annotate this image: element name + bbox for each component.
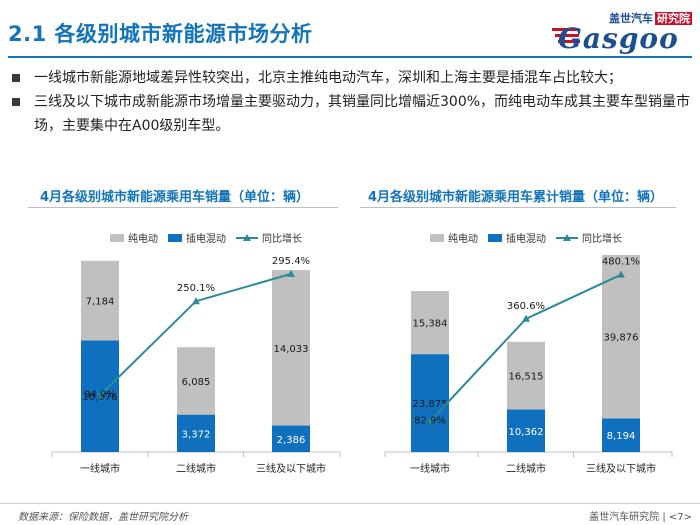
data-label-bev: 6,085 bbox=[182, 377, 211, 388]
legend-item-bev: 纯电动 bbox=[430, 230, 478, 245]
bullet-item: 一线城市新能源地域差异性较突出，北京主推纯电动汽车，深圳和上海主要是插混车占比较… bbox=[12, 66, 692, 90]
data-label-phev: 2,386 bbox=[277, 435, 306, 446]
data-label-bev: 16,515 bbox=[509, 372, 544, 383]
bar-phev bbox=[272, 425, 310, 452]
data-label-phev: 8,194 bbox=[607, 431, 636, 442]
legend-swatch-phev bbox=[168, 233, 182, 242]
growth-marker bbox=[287, 269, 295, 277]
legend-swatch-phev bbox=[488, 233, 502, 242]
bar-phev bbox=[602, 418, 640, 452]
bar-phev bbox=[507, 409, 545, 452]
legend-item-bev: 纯电动 bbox=[110, 230, 158, 245]
page-title: 2.1 各级别城市新能源市场分析 bbox=[8, 22, 313, 46]
data-source-note: 数据来源：保险数据，盖世研究院分析 bbox=[18, 512, 188, 523]
bullet-square-icon bbox=[12, 98, 20, 106]
data-label-phev: 23,875 bbox=[413, 399, 448, 410]
growth-label: 360.6% bbox=[507, 301, 545, 312]
growth-label: 480.1% bbox=[602, 257, 640, 268]
charts-canvas: 10,0767,184一线城市3,3726,085二线城市2,38614,033… bbox=[51, 254, 673, 475]
legend-line-marker-icon bbox=[556, 233, 578, 241]
data-label-bev: 39,876 bbox=[604, 333, 639, 344]
growth-marker bbox=[426, 417, 434, 425]
chart-1-legend: 纯电动 插电混动 同比增长 bbox=[110, 230, 302, 245]
bullet-text: 一线城市新能源地域差异性较突出，北京主推纯电动汽车，深圳和上海主要是插混车占比较… bbox=[34, 70, 622, 86]
growth-label: 250.1% bbox=[177, 283, 215, 294]
growth-label: 295.4% bbox=[272, 256, 310, 267]
legend-item-phev: 插电混动 bbox=[168, 230, 226, 245]
footer-divider bbox=[0, 503, 700, 504]
chart-1-title: 4月各级别城市新能源乘用车销量（单位：辆） bbox=[40, 190, 310, 205]
growth-marker bbox=[96, 391, 104, 399]
chart-2-title-rule bbox=[360, 207, 676, 208]
legend-label: 插电混动 bbox=[506, 234, 546, 245]
growth-marker bbox=[522, 314, 530, 322]
bullet-text: 三线及以下城市成新能源市场增量主要驱动力，其销量同比增幅近300%，而纯电动车成… bbox=[34, 94, 691, 134]
logo-stripes-icon bbox=[552, 28, 580, 43]
legend-item-phev: 插电混动 bbox=[488, 230, 546, 245]
legend-line-marker-icon bbox=[236, 233, 258, 241]
data-label-bev: 15,384 bbox=[413, 319, 448, 330]
logo-caption: 盖世汽车 研究院 bbox=[609, 10, 692, 26]
title-divider bbox=[8, 56, 692, 58]
data-label-phev: 3,372 bbox=[182, 429, 211, 440]
bar-bev bbox=[602, 254, 640, 419]
data-label-bev: 7,184 bbox=[86, 297, 115, 308]
legend-item-growth: 同比增长 bbox=[236, 230, 302, 245]
bar-phev bbox=[177, 414, 215, 452]
x-tick-label: 二线城市 bbox=[506, 462, 546, 475]
x-tick-label: 一线城市 bbox=[80, 462, 120, 475]
bar-bev bbox=[177, 347, 215, 415]
legend-label: 插电混动 bbox=[186, 234, 226, 245]
legend-swatch-bev bbox=[110, 233, 124, 242]
bar-bev bbox=[411, 291, 449, 355]
gasgoo-logo: 盖世汽车 研究院 Gasgoo bbox=[552, 10, 692, 55]
data-label-phev: 10,362 bbox=[509, 427, 544, 438]
bar-bev bbox=[81, 260, 119, 341]
bar-bev bbox=[272, 270, 310, 426]
logo-caption-highlight: 研究院 bbox=[655, 12, 692, 25]
bullet-square-icon bbox=[12, 74, 20, 82]
page-number: 盖世汽车研究院 | <7> bbox=[589, 512, 692, 523]
legend-label: 同比增长 bbox=[262, 234, 302, 245]
logo-word: Gasgoo bbox=[558, 22, 679, 55]
x-tick-label: 二线城市 bbox=[176, 462, 216, 475]
chart-2-legend: 纯电动 插电混动 同比增长 bbox=[430, 230, 622, 245]
chart-2-title: 4月各级别城市新能源乘用车累计销量（单位：辆） bbox=[368, 190, 664, 205]
bullet-list: 一线城市新能源地域差异性较突出，北京主推纯电动汽车，深圳和上海主要是插混车占比较… bbox=[12, 66, 692, 138]
bar-phev bbox=[411, 354, 449, 452]
logo-wordmark: Gasgoo bbox=[552, 22, 692, 55]
legend-label: 纯电动 bbox=[128, 234, 158, 245]
x-tick-label: 三线及以下城市 bbox=[256, 462, 326, 475]
legend-item-growth: 同比增长 bbox=[556, 230, 622, 245]
x-tick-label: 一线城市 bbox=[410, 462, 450, 475]
logo-caption-text: 盖世汽车 bbox=[609, 12, 653, 25]
legend-label: 同比增长 bbox=[582, 234, 622, 245]
growth-label: 82.9% bbox=[414, 415, 446, 426]
growth-label: 94.0% bbox=[84, 389, 116, 400]
bar-bev bbox=[507, 341, 545, 410]
x-tick-label: 三线及以下城市 bbox=[586, 462, 656, 475]
growth-marker bbox=[192, 297, 200, 305]
chart-1-title-rule bbox=[28, 207, 338, 208]
legend-label: 纯电动 bbox=[448, 234, 478, 245]
bullet-item: 三线及以下城市成新能源市场增量主要驱动力，其销量同比增幅近300%，而纯电动车成… bbox=[12, 90, 692, 138]
legend-swatch-bev bbox=[430, 233, 444, 242]
growth-marker bbox=[617, 270, 625, 278]
data-label-bev: 14,033 bbox=[274, 344, 309, 355]
